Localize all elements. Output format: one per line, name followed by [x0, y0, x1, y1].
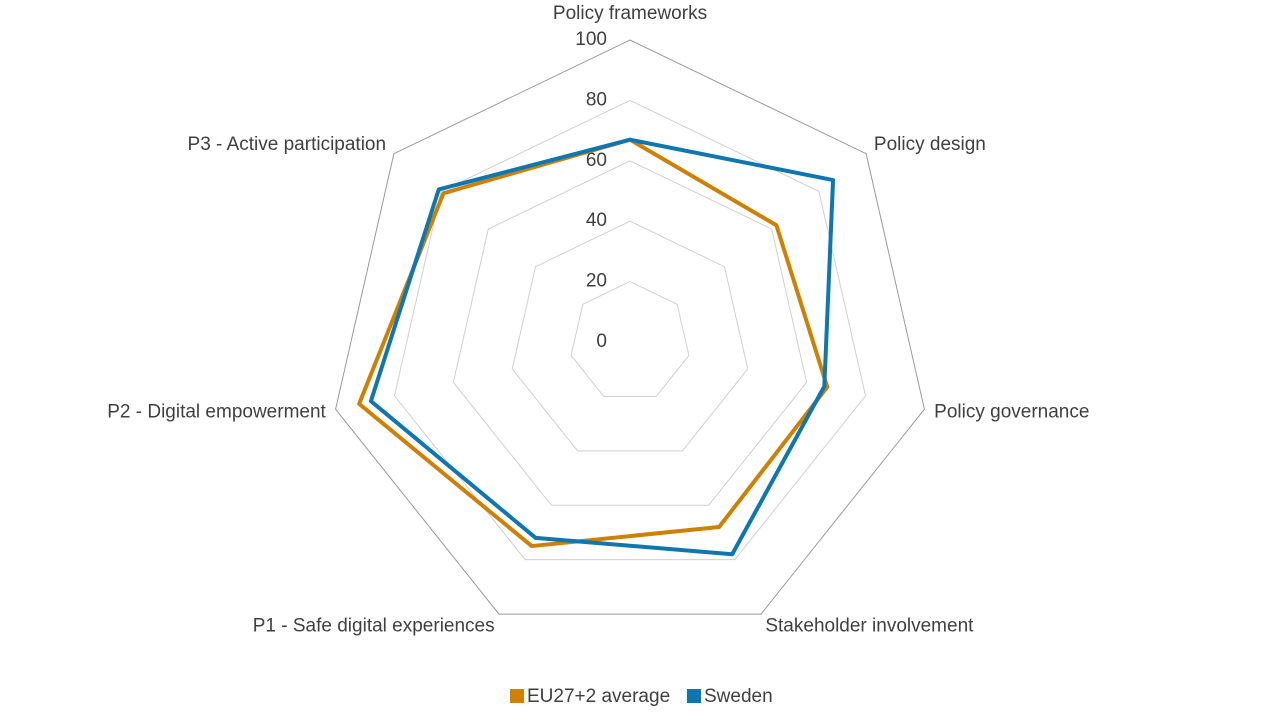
- axis-label: Policy design: [874, 134, 986, 155]
- legend-label: EU27+2 average: [527, 686, 670, 707]
- y-tick-label: 100: [575, 29, 607, 50]
- series-line: [357, 137, 830, 549]
- legend-label: Sweden: [704, 686, 773, 707]
- y-tick-label: 0: [596, 331, 607, 352]
- y-tick-label: 60: [586, 150, 607, 171]
- axis-label: P3 - Active participation: [188, 134, 387, 155]
- axis-label: Policy frameworks: [553, 3, 707, 24]
- grid-line: [570, 281, 690, 397]
- legend-swatch: [687, 689, 701, 703]
- axis-label: Stakeholder involvement: [765, 616, 974, 637]
- axis-label: Policy governance: [934, 401, 1089, 422]
- y-tick-label: 20: [586, 271, 607, 292]
- grid-line: [452, 160, 808, 506]
- axis-label: P1 - Safe digital experiences: [253, 616, 495, 637]
- y-tick-label: 40: [586, 210, 607, 231]
- y-tick-label: 80: [586, 89, 607, 110]
- series-line: [368, 137, 836, 557]
- axis-label: P2 - Digital empowerment: [107, 401, 326, 422]
- grid-line: [393, 99, 867, 561]
- grid-line: [511, 220, 749, 452]
- grid-line: [335, 39, 925, 615]
- legend-swatch: [510, 689, 524, 703]
